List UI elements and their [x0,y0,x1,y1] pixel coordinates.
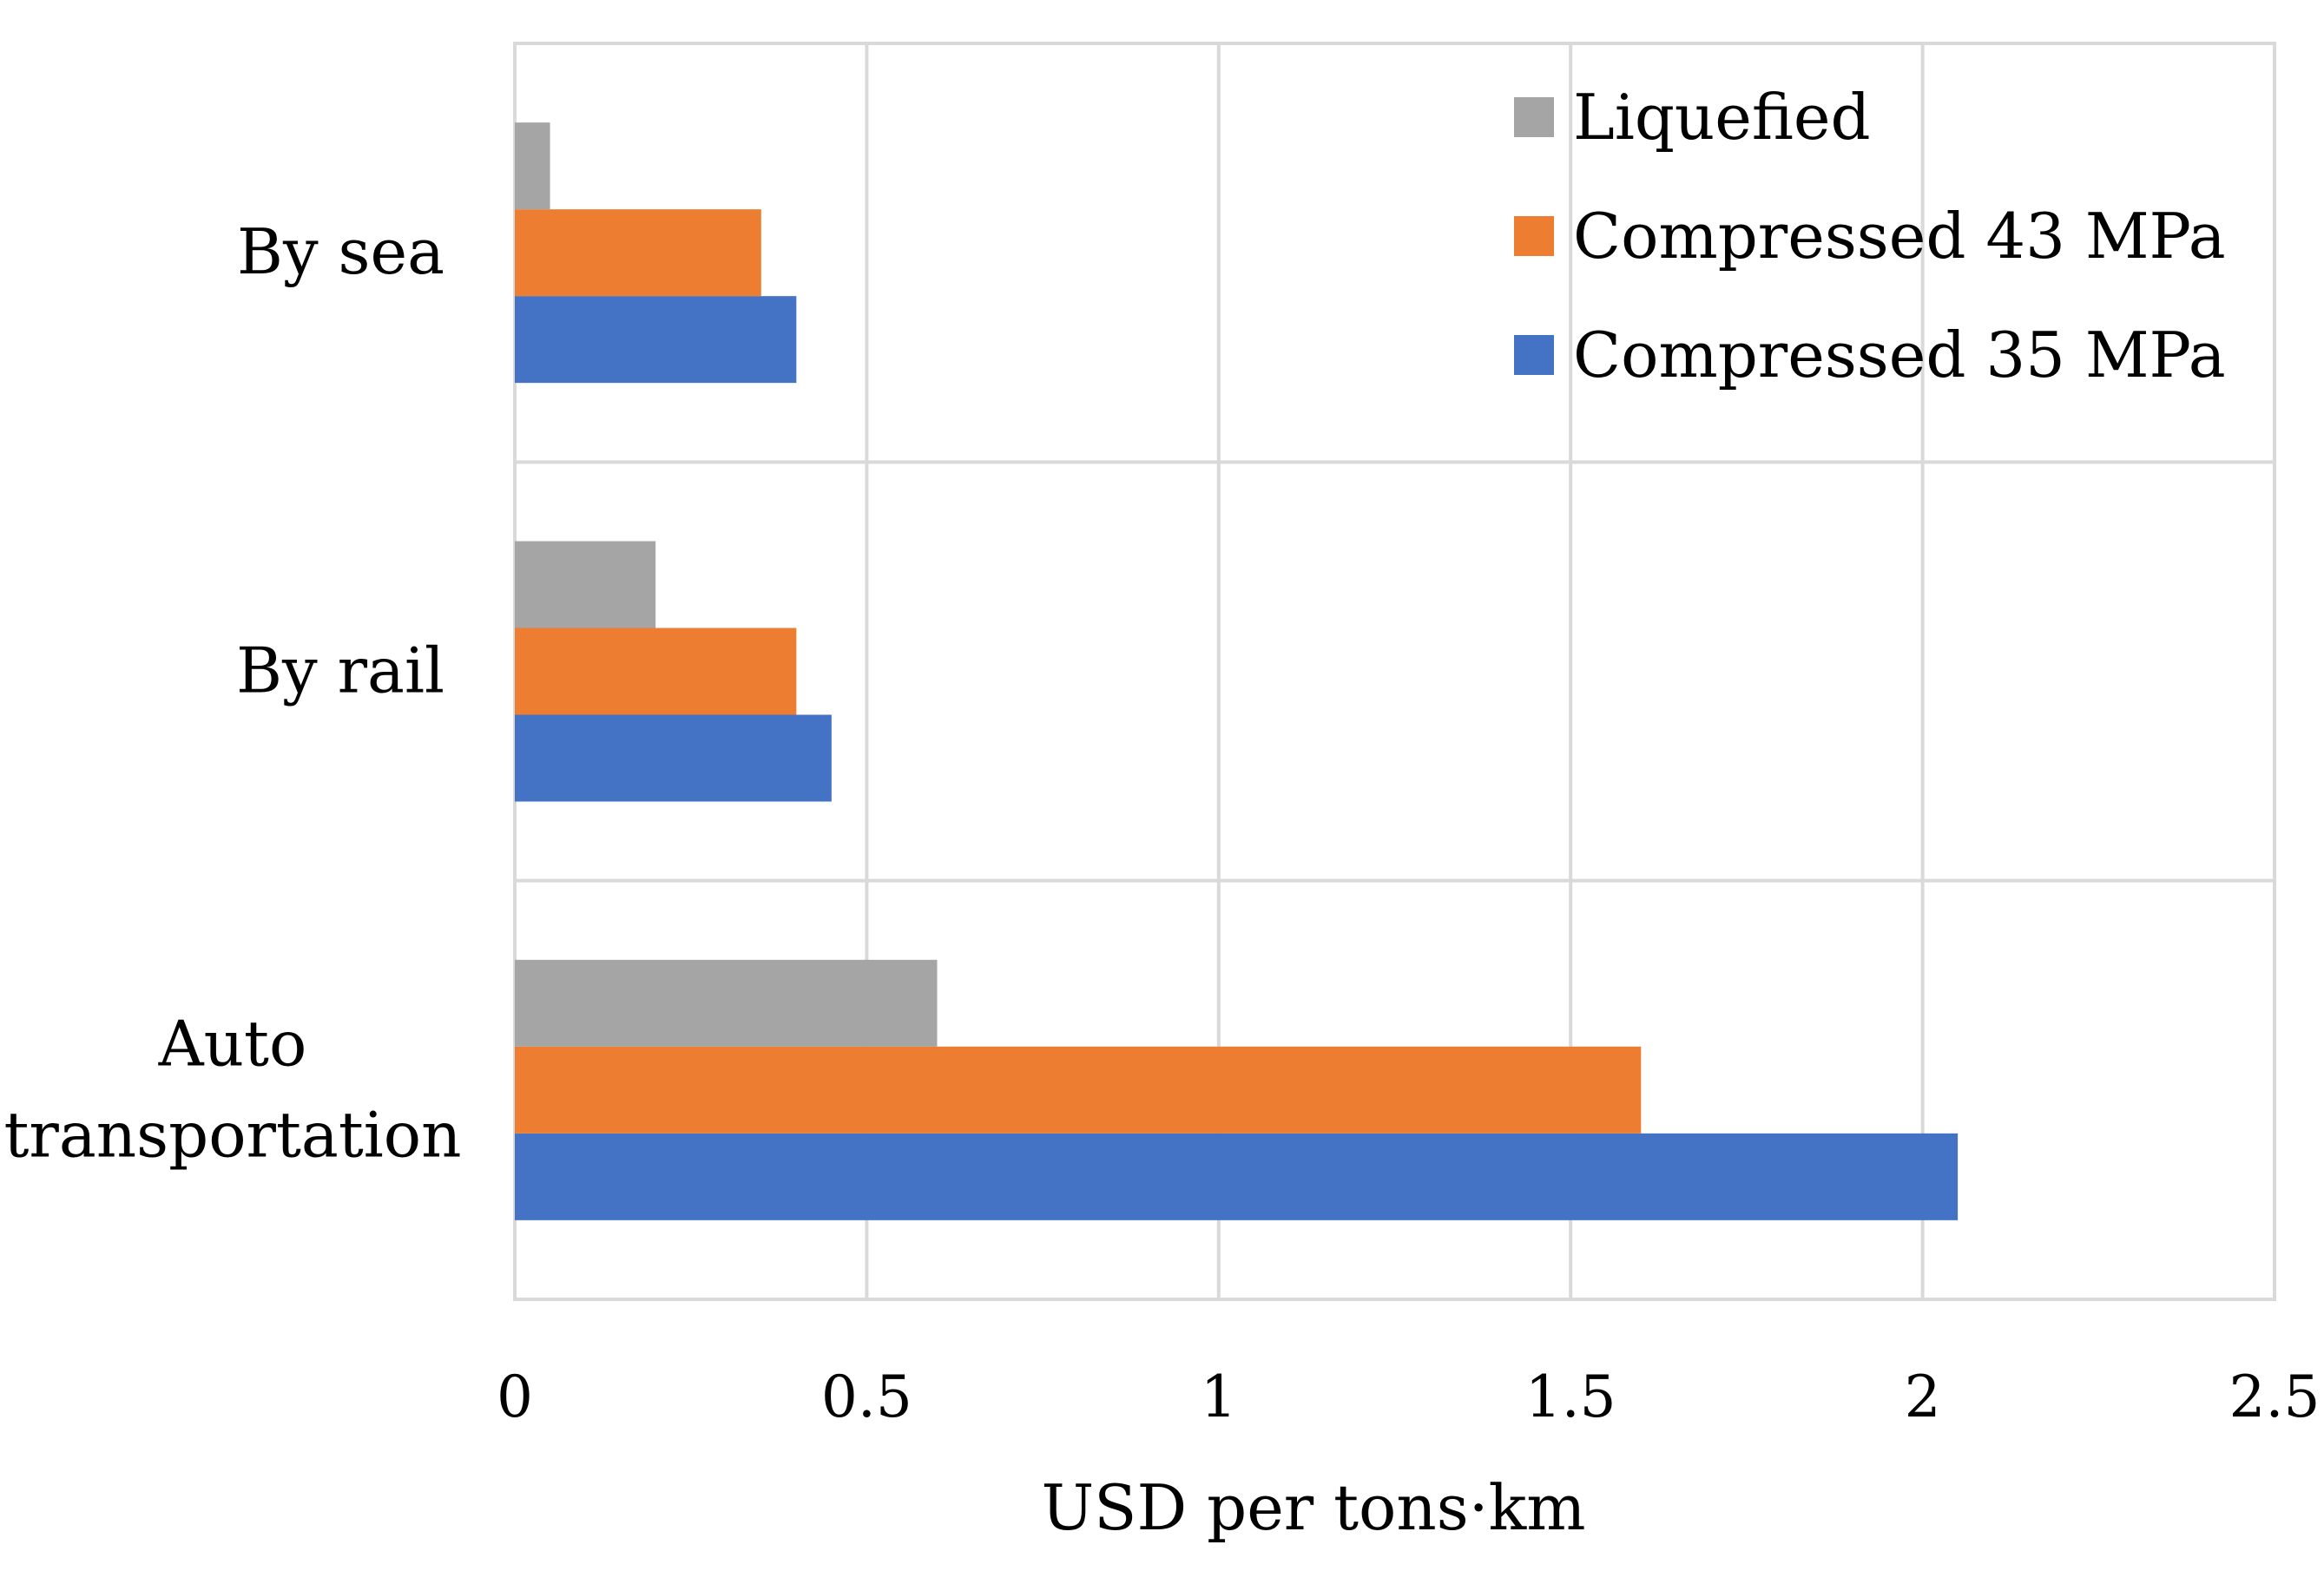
bars [515,122,1959,1220]
bar-compressed-43-mpa [515,209,761,297]
x-tick-label: 2.5 [2229,1364,2321,1430]
category-label: By rail [236,634,444,707]
legend-label-compressed-43-mpa: Compressed 43 MPa [1573,200,2226,273]
bar-compressed-35-mpa [515,1133,1959,1220]
legend-swatch-compressed-35-mpa [1514,335,1554,375]
x-tick-label: 1 [1201,1364,1237,1430]
bar-liquefied [515,541,656,628]
category-label: Auto transportation [4,1007,462,1171]
bar-compressed-43-mpa [515,1046,1642,1134]
bar-compressed-35-mpa [515,714,832,802]
legend-swatch-liquefied [1514,97,1554,137]
x-axis-title: USD per tons·km [1041,1471,1585,1544]
legend-label-compressed-35-mpa: Compressed 35 MPa [1573,319,2226,391]
x-tick-label: 0.5 [821,1364,912,1430]
x-tick-label: 2 [1905,1364,1941,1430]
x-tick-label: 1.5 [1525,1364,1616,1430]
x-tick-label: 0 [497,1364,533,1430]
category-label-line: transportation [4,1098,462,1171]
category-label: By sea [237,215,444,288]
bar-liquefied [515,959,938,1047]
bar-compressed-43-mpa [515,628,797,715]
bar-liquefied [515,122,550,210]
bar-compressed-35-mpa [515,296,797,384]
x-tick-labels: 0 0.5 1 1.5 2 2.5 [497,1364,2320,1430]
category-label-line: Auto [158,1007,307,1080]
category-labels: Auto transportation By rail By sea [4,215,462,1171]
legend-swatch-compressed-43-mpa [1514,216,1554,256]
legend: Liquefied Compressed 43 MPa Compressed 35 … [1514,81,2226,391]
legend-label-liquefied: Liquefied [1573,81,1871,154]
